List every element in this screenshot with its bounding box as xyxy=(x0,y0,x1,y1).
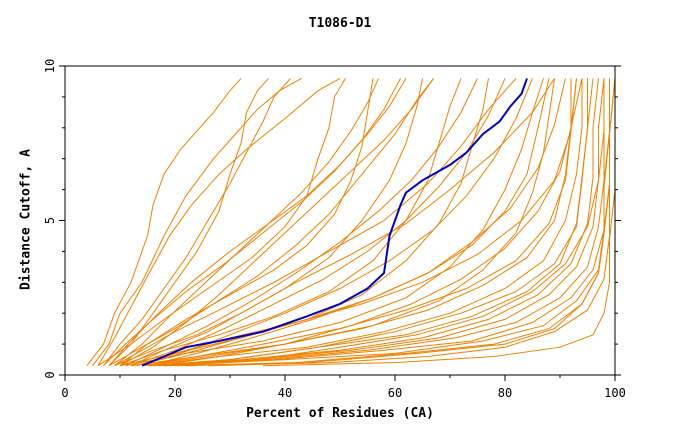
series-line-39 xyxy=(147,78,566,367)
y-axis-label: Distance Cutoff, A xyxy=(18,149,34,290)
highlight-series-line xyxy=(141,78,528,367)
series-line-20 xyxy=(158,78,605,367)
series-line-12 xyxy=(130,78,555,367)
series-line-10 xyxy=(119,78,489,367)
series-line-36 xyxy=(108,78,407,367)
highlight-layer xyxy=(141,78,528,367)
series-line-5 xyxy=(97,78,346,367)
series-line-13 xyxy=(114,78,517,367)
x-tick-label-40: 40 xyxy=(278,386,292,400)
series-line-16 xyxy=(141,78,577,367)
series-line-22 xyxy=(163,78,610,367)
series-line-21 xyxy=(163,78,605,367)
series-line-28 xyxy=(152,78,594,367)
series-line-2 xyxy=(92,77,302,367)
x-tick-label-20: 20 xyxy=(168,386,182,400)
series-line-7 xyxy=(108,78,434,367)
y-tick-label-10: 10 xyxy=(43,59,57,73)
series-line-27 xyxy=(141,78,572,367)
chart-title: T1086-D1 xyxy=(308,16,372,31)
series-line-4 xyxy=(103,78,291,367)
series-line-34 xyxy=(103,78,401,367)
series-line-38 xyxy=(136,78,533,367)
series-line-31 xyxy=(119,78,434,367)
series-line-37 xyxy=(119,78,374,367)
series-line-29 xyxy=(207,78,616,367)
x-axis-label: Percent of Residues (CA) xyxy=(246,406,434,421)
series-line-3 xyxy=(97,77,341,366)
series-line-40 xyxy=(158,78,583,367)
series-line-14 xyxy=(130,78,555,367)
x-tick-label-100: 100 xyxy=(604,386,626,400)
series-line-6 xyxy=(108,78,269,367)
y-tick-label-0: 0 xyxy=(43,371,57,378)
series-line-33 xyxy=(130,78,506,367)
tick-layer: 0 20 40 60 80 100 0 5 10 xyxy=(43,59,626,400)
series-line-11 xyxy=(125,78,544,367)
series-line-8 xyxy=(114,78,423,367)
x-tick-label-0: 0 xyxy=(61,386,68,400)
series-line-9 xyxy=(119,78,462,367)
x-tick-label-60: 60 xyxy=(388,386,402,400)
series-line-19 xyxy=(152,78,599,367)
series-line-30 xyxy=(262,78,616,367)
x-tick-label-80: 80 xyxy=(498,386,512,400)
series-line-25 xyxy=(185,78,610,367)
series-line-17 xyxy=(147,78,583,367)
series-line-32 xyxy=(125,78,478,367)
y-tick-label-5: 5 xyxy=(43,217,57,224)
series-line-1 xyxy=(86,78,242,367)
series-line-41 xyxy=(180,78,605,367)
series-layer xyxy=(86,77,616,367)
